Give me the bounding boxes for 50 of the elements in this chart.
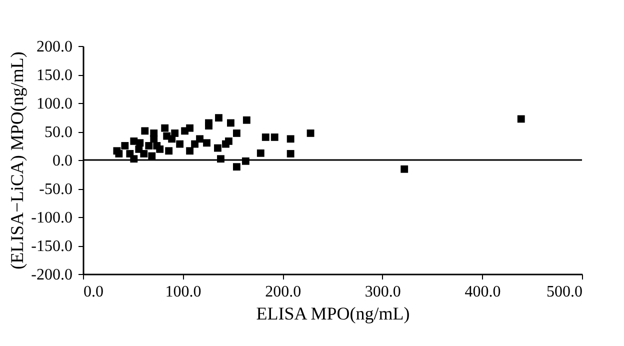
point [214, 144, 222, 152]
point [186, 124, 194, 132]
point [205, 122, 212, 130]
y-tick-label: 100.0 [36, 96, 72, 112]
x-tick-label: 200.0 [265, 284, 302, 300]
point [176, 140, 184, 148]
point [203, 139, 210, 147]
x-tick-label: 0.0 [84, 284, 104, 300]
x-tick-label: 300.0 [364, 284, 401, 300]
point [171, 130, 179, 137]
point [232, 163, 240, 171]
x-tick-label: 100.0 [165, 284, 202, 300]
y-tick-label: 150.0 [36, 67, 72, 84]
point [148, 152, 156, 160]
point [306, 130, 314, 137]
point [165, 147, 173, 155]
point [226, 119, 234, 127]
y-tick-label: -150.0 [31, 238, 72, 255]
y-tick-label: 50.0 [44, 124, 72, 141]
point [145, 142, 153, 150]
point [270, 133, 278, 141]
x-tick-label: 400.0 [464, 284, 501, 300]
y-axis-title: (ELISA−LiCA) MPO(ng/mL) [7, 52, 28, 270]
point [196, 135, 204, 143]
point [286, 150, 294, 158]
point [186, 147, 194, 155]
point [121, 142, 129, 150]
point [256, 149, 264, 157]
point [141, 127, 149, 135]
x-axis-title: ELISA MPO(ng/mL) [256, 304, 410, 324]
y-tick-label: -50.0 [39, 181, 72, 198]
point [242, 116, 250, 124]
y-tick-label: 200.0 [36, 38, 72, 56]
point [225, 137, 232, 145]
point [140, 150, 148, 158]
point [215, 114, 222, 122]
point [400, 165, 408, 173]
x-tick-label: 500.0 [546, 284, 582, 300]
point [156, 145, 164, 153]
y-tick-label: -200.0 [31, 266, 72, 284]
point [136, 139, 144, 147]
point [150, 135, 158, 143]
point [161, 124, 169, 132]
point [232, 130, 240, 137]
y-tick-label: -100.0 [31, 210, 72, 226]
point [286, 135, 294, 143]
point [517, 115, 525, 123]
point [115, 150, 123, 158]
point [262, 133, 270, 141]
y-tick-label: 0.0 [52, 152, 72, 170]
